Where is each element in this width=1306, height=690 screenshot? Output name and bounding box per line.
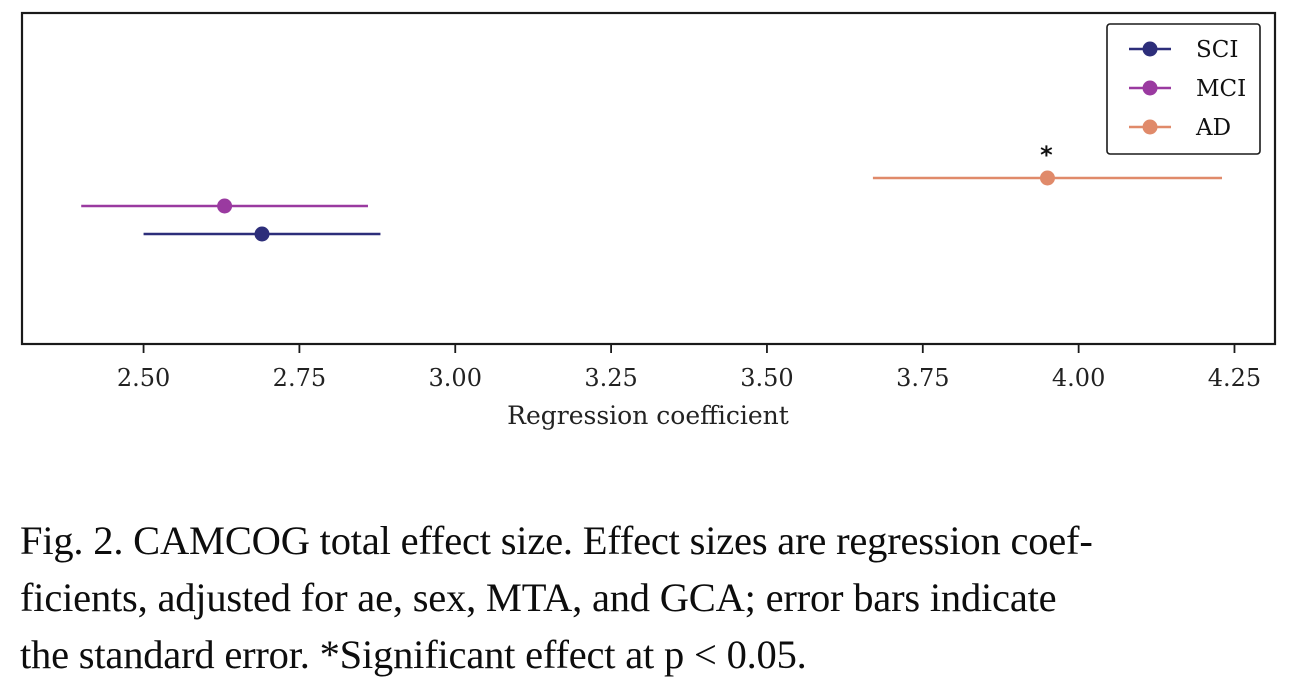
x-axis-label: Regression coefficient xyxy=(507,401,789,430)
x-tick-label: 3.00 xyxy=(429,364,482,392)
legend-label-ad: AD xyxy=(1195,115,1231,141)
series-layer: * xyxy=(81,141,1223,242)
x-tick-label: 2.75 xyxy=(273,364,326,392)
point-estimate-mci xyxy=(217,198,233,214)
x-axis-ticks: 2.50 2.75 3.00 3.25 3.50 3.75 4.00 4.25 xyxy=(117,344,1261,392)
point-estimate-sci xyxy=(254,226,270,242)
x-tick-label: 2.50 xyxy=(117,364,170,392)
legend: SCI MCI AD xyxy=(1106,23,1261,155)
x-tick-label: 4.00 xyxy=(1052,364,1105,392)
x-tick-label: 3.50 xyxy=(740,364,793,392)
caption-line-3: the standard error. *Significant effect … xyxy=(20,632,807,677)
x-tick-label: 4.25 xyxy=(1208,364,1261,392)
x-tick-label: 3.75 xyxy=(896,364,949,392)
legend-marker-ad xyxy=(1142,119,1158,135)
legend-marker-mci xyxy=(1142,80,1158,96)
legend-label-sci: SCI xyxy=(1196,37,1238,63)
significance-marker: * xyxy=(1040,141,1053,169)
point-estimate-ad xyxy=(1039,170,1055,186)
figure-caption: Fig. 2. CAMCOG total effect size. Effect… xyxy=(20,512,1286,683)
legend-marker-sci xyxy=(1142,41,1158,57)
forest-plot: 2.50 2.75 3.00 3.25 3.50 3.75 4.00 4.25 * Regre… xyxy=(20,11,1277,430)
caption-line-1: Fig. 2. CAMCOG total effect size. Effect… xyxy=(20,518,1093,563)
caption-line-2: ficients, adjusted for ae, sex, MTA, and… xyxy=(20,575,1057,620)
legend-label-mci: MCI xyxy=(1196,76,1246,102)
x-tick-label: 3.25 xyxy=(584,364,637,392)
